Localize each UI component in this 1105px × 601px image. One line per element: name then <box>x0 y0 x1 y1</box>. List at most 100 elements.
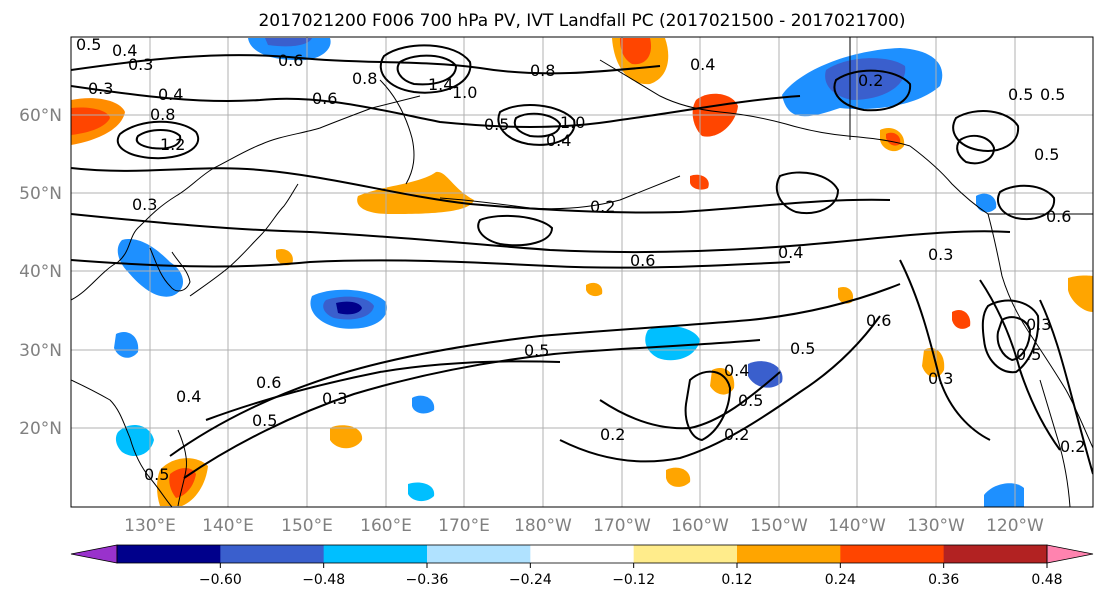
lon-label-170w: 170°W <box>593 516 651 536</box>
contour-closed <box>981 299 1040 374</box>
contour-label: 1.0 <box>560 113 585 132</box>
lon-label-180w: 180°W <box>514 516 572 536</box>
lon-label-160e: 160°E <box>360 516 412 536</box>
contour-closed <box>513 112 562 138</box>
contour-label: 0.4 <box>778 243 803 262</box>
contour-closed <box>477 214 554 247</box>
contour-closed <box>135 129 182 150</box>
colorbar-segment <box>943 545 1048 563</box>
contour-label: 0.5 <box>1008 85 1033 104</box>
shade-alaska-dark <box>825 58 906 100</box>
contour-label: 0.8 <box>352 69 377 88</box>
shade-sw-blue <box>115 425 154 456</box>
contour-label: 0.4 <box>158 85 183 104</box>
contour-label: 0.5 <box>144 465 169 484</box>
colorbar: −0.60 −0.48 −0.36 −0.24 −0.12 0.12 0.24 0.36 0.4… <box>70 544 1094 588</box>
contour-label: 0.6 <box>312 89 337 108</box>
shade-bering-blue-s <box>690 174 709 190</box>
contour-label: 0.5 <box>252 411 277 430</box>
contour-label: 0.3 <box>928 245 953 264</box>
lon-label-140w: 140°W <box>828 516 886 536</box>
shade-okhotsk-dark <box>265 38 312 47</box>
lon-label-150w: 150°W <box>750 516 808 536</box>
contour-label: 0.4 <box>112 41 137 60</box>
contour-label: 0.5 <box>524 341 549 360</box>
contour-line <box>71 85 801 128</box>
contour-label: 0.6 <box>256 373 281 392</box>
coast-philippines <box>177 429 187 507</box>
colorbar-segment <box>530 545 635 563</box>
shade-jap-orange <box>276 248 293 266</box>
shade-west-russia-core <box>71 107 110 135</box>
colorbar-arrow-left <box>70 544 118 564</box>
map-panel: 0.5 0.4 0.3 0.3 0.4 0.8 1.2 0.6 0.6 1.4 … <box>70 35 1094 508</box>
contour-closed <box>396 54 458 86</box>
lat-label-20n: 20°N <box>19 419 62 439</box>
lon-label-120w: 120°W <box>986 516 1044 536</box>
contour-closed <box>684 370 732 442</box>
contour-line <box>71 213 1011 254</box>
colorbar-segments <box>70 544 1094 564</box>
shade-tropics-blue-c <box>412 395 435 414</box>
contour-labels: 0.5 0.4 0.3 0.3 0.4 0.8 1.2 0.6 0.6 1.4 … <box>76 35 1085 484</box>
contour-label: 0.8 <box>150 105 175 124</box>
colorbar-segment <box>737 545 841 563</box>
lon-label-150e: 150°E <box>281 516 333 536</box>
contour-label: 0.8 <box>530 61 555 80</box>
map-background <box>71 37 1093 507</box>
contour-line <box>169 283 901 457</box>
lat-label-30n: 30°N <box>19 341 62 361</box>
contour-label: 0.6 <box>866 311 891 330</box>
contour-label: 0.5 <box>1040 85 1065 104</box>
contour-label: 0.5 <box>76 35 101 54</box>
colorbar-segment <box>840 545 945 563</box>
contour-line <box>1039 299 1093 475</box>
shade-tropics-orange-b <box>330 425 363 449</box>
contour-closed <box>116 120 200 160</box>
contour-label: 0.3 <box>132 195 157 214</box>
shade-subtropic-orange-a <box>710 368 735 395</box>
lon-label-140e: 140°E <box>202 516 254 536</box>
lon-label-170e: 170°E <box>438 516 490 536</box>
contour-label: 1.2 <box>160 135 185 154</box>
contour-label: 0.4 <box>724 361 749 380</box>
shade-subtropic-blue-a <box>748 361 783 388</box>
colorbar-segment <box>427 545 531 563</box>
shade-midpac-core <box>336 301 362 315</box>
contour-line <box>559 315 881 463</box>
shade-tropics-orange-c <box>666 467 691 487</box>
shade-tropics-blue-b <box>408 482 435 502</box>
shade-us-westcoast-orange <box>1068 275 1093 312</box>
pv-contours <box>71 44 1093 479</box>
contour-label: 1.4 <box>428 75 453 94</box>
colorbar-tick-label: 0.48 <box>1031 572 1062 588</box>
contour-label: 0.2 <box>724 425 749 444</box>
contour-label: 0.2 <box>590 197 615 216</box>
colorbar-tick-label: 0.24 <box>825 572 856 588</box>
contour-label: 0.4 <box>176 387 201 406</box>
colorbar-arrow-right <box>1046 544 1094 564</box>
coast-bc <box>909 145 989 215</box>
lon-labels: 130°E 140°E 150°E 160°E 170°E 180°W 170°… <box>124 516 1044 536</box>
colorbar-tick-label: −0.24 <box>509 572 552 588</box>
shade-tropics-orange-d <box>838 286 854 304</box>
lat-label-40n: 40°N <box>19 262 62 282</box>
contour-closed <box>996 316 1032 362</box>
contour-label: 0.5 <box>1034 145 1059 164</box>
contour-label: 0.4 <box>690 55 715 74</box>
colorbar-ticks: −0.60 −0.48 −0.36 −0.24 −0.12 0.12 0.24 0.36 0.4… <box>199 563 1063 588</box>
contour-label: 0.2 <box>600 425 625 444</box>
colorbar-segment <box>323 545 428 563</box>
coast-alaska <box>599 59 911 147</box>
contour-label: 0.5 <box>484 115 509 134</box>
coast-aleutians <box>439 175 681 210</box>
colorbar-segment <box>117 545 221 563</box>
contour-line <box>71 167 891 214</box>
colorbar-tick-label: 0.12 <box>721 572 752 588</box>
contour-label: 0.2 <box>1060 437 1085 456</box>
contour-closed <box>952 110 1020 152</box>
contour-label: 0.6 <box>278 51 303 70</box>
contour-line <box>899 259 991 441</box>
coast-kamchatka <box>379 79 415 185</box>
